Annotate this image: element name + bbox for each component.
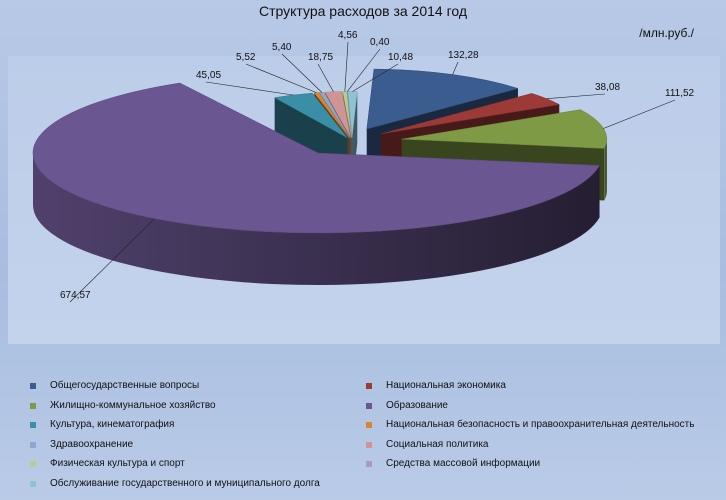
- data-label-4: 674,57: [60, 290, 91, 301]
- data-labels: 132,28 38,08 111,52 674,57 45,05 5,52 5,40 18,7…: [60, 30, 695, 303]
- pie-slice-6: [313, 92, 350, 138]
- legend-swatch: [366, 383, 372, 389]
- data-label-3: 111,52: [665, 88, 695, 99]
- data-label-8: 18,75: [308, 52, 333, 63]
- legend-swatch: [366, 461, 372, 468]
- legend-label: Социальная политика: [386, 438, 489, 450]
- legend-swatch: [30, 422, 36, 429]
- legend-label: Здравоохранение: [50, 438, 134, 450]
- slice-outer-wall: [604, 139, 607, 201]
- slice-tops: [32, 68, 608, 234]
- data-label-leader: [281, 53, 323, 93]
- pie-slice-4: [32, 82, 600, 234]
- data-label-leader: [352, 63, 399, 92]
- data-label-2: 38,08: [595, 82, 620, 93]
- legend-swatch: [30, 481, 36, 487]
- data-label-leader: [603, 99, 676, 129]
- legend-label: Средства массовой информации: [386, 458, 541, 470]
- data-label-leader: [546, 93, 606, 100]
- legend-swatch: [30, 441, 36, 448]
- legend-swatch: [30, 461, 36, 468]
- data-label-leader: [452, 61, 459, 75]
- data-label-leader: [317, 63, 334, 92]
- data-label-11: 10,48: [388, 52, 413, 63]
- legend-swatch: [366, 422, 372, 429]
- legend-label: Обслуживание государственного и муниципа…: [50, 478, 320, 489]
- legend-swatch: [30, 383, 36, 389]
- chart-title: Структура расходов за 2014 год: [258, 3, 468, 19]
- data-label-leader: [205, 81, 294, 96]
- legend-label: Образование: [386, 399, 448, 411]
- legend-label: Национальная экономика: [386, 380, 506, 391]
- slice-outer-wall: [33, 153, 600, 286]
- legend-swatch: [30, 402, 36, 409]
- data-label-leader: [245, 63, 317, 94]
- data-label-leader: [347, 48, 381, 92]
- data-label-leader: [69, 218, 155, 303]
- data-label-1: 132,28: [448, 50, 479, 61]
- pie-slice-2: [380, 93, 561, 135]
- legend-label: Общегосударственные вопросы: [50, 380, 200, 391]
- pie-chart: 132,28 38,08 111,52 674,57 45,05 5,52 5,40 18,7…: [32, 30, 695, 303]
- data-label-leader: [344, 41, 349, 92]
- legend-swatch: [366, 441, 372, 448]
- data-label-6: 5,52: [236, 52, 256, 63]
- legend-label: Культура, кинематография: [50, 419, 175, 431]
- legend-label: Жилищно-коммунальное хозяйство: [50, 399, 216, 411]
- data-label-5: 45,05: [196, 70, 221, 81]
- legend-label: Национальная безопасность и правоохранит…: [386, 419, 695, 431]
- data-label-10: 0,40: [370, 37, 390, 48]
- pie-slice-7: [318, 92, 350, 138]
- data-label-7: 5,40: [272, 42, 292, 53]
- legend-label: Физическая культура и спорт: [50, 458, 185, 470]
- data-label-9: 4,56: [338, 30, 358, 41]
- pie-slice-5: [273, 92, 348, 139]
- chart-unit-label: /млн.руб./: [639, 26, 694, 40]
- legend-swatch: [366, 402, 372, 409]
